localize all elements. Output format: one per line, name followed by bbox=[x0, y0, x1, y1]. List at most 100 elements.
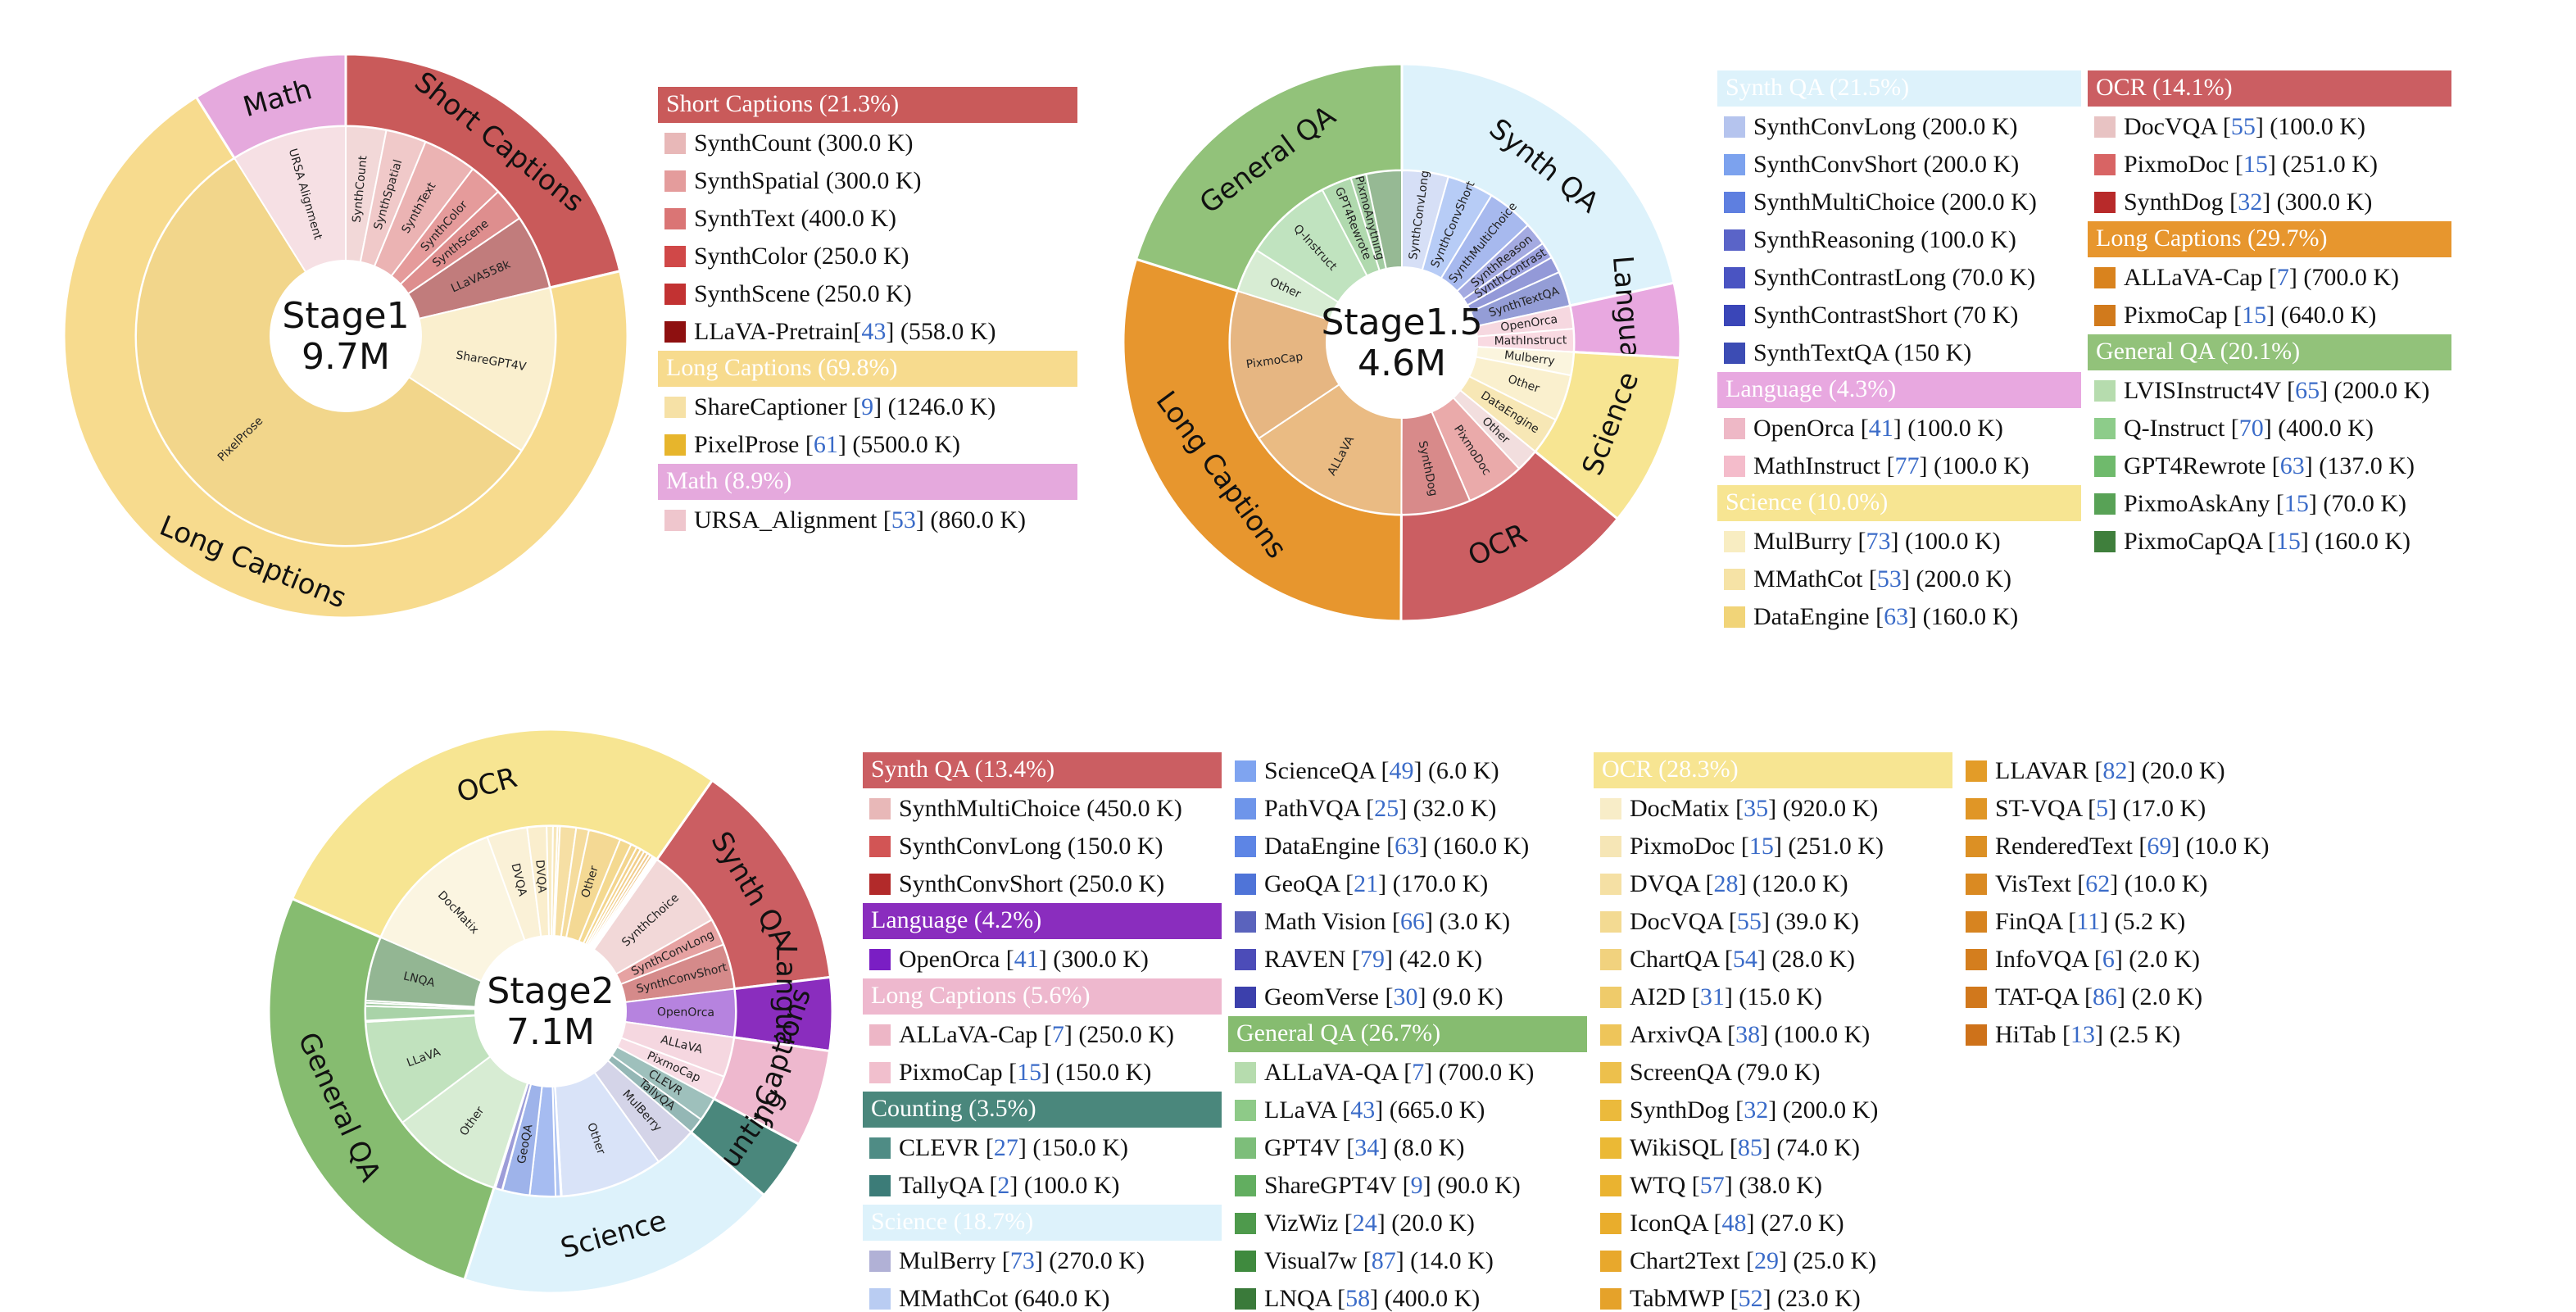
center-hole bbox=[270, 261, 421, 411]
legend-item-docvqa: DocVQA [55] (39.0 K) bbox=[1630, 908, 1859, 935]
legend-swatch-sharegpt4v bbox=[1235, 1175, 1256, 1196]
legend-header-bg-long-captions bbox=[2088, 221, 2451, 257]
legend-item-docmatix: DocMatix [35] (920.0 K) bbox=[1630, 795, 1878, 822]
legend-header-bg-science bbox=[863, 1205, 1222, 1241]
legend-swatch-allava-qa bbox=[1235, 1062, 1256, 1083]
legend-item-synthmultichoice: SynthMultiChoice (450.0 K) bbox=[899, 795, 1182, 822]
legend-item-synthtext: SynthText (400.0 K) bbox=[694, 205, 896, 232]
legend-item-screenqa: ScreenQA (79.0 K) bbox=[1630, 1059, 1820, 1086]
legend-header-math: Math (8.9%) bbox=[666, 467, 791, 494]
legend-header-long-captions: Long Captions (69.8%) bbox=[666, 354, 897, 381]
legend-item-synthtextqa: SynthTextQA (150 K) bbox=[1753, 339, 1971, 366]
legend-swatch-synthcontrastlong bbox=[1724, 267, 1745, 288]
legend-swatch-gpt4rewrote bbox=[2094, 456, 2116, 477]
legend-item-vizwiz: VizWiz [24] (20.0 K) bbox=[1264, 1210, 1475, 1237]
legend-item-st-vqa: ST-VQA [5] (17.0 K) bbox=[1995, 795, 2206, 822]
legend-swatch-wikisql bbox=[1600, 1137, 1621, 1159]
legend-swatch-synthtext bbox=[664, 208, 686, 229]
legend-header-bg-short-captions bbox=[658, 87, 1077, 123]
legend-swatch-dataengine bbox=[1235, 836, 1256, 857]
legend-item-synthmultichoice: SynthMultiChoice (200.0 K) bbox=[1753, 188, 2037, 216]
legend-item-synthcontrastlong: SynthContrastLong (70.0 K) bbox=[1753, 264, 2035, 291]
inner-label-dvqa: DVQA bbox=[533, 860, 548, 894]
legend-item-synthreasoning: SynthReasoning (100.0 K) bbox=[1753, 226, 2016, 253]
legend-item-mmathcot: MMathCot (640.0 K) bbox=[899, 1285, 1110, 1312]
legend-item-pathvqa: PathVQA [25] (32.0 K) bbox=[1264, 795, 1496, 822]
legend-item-synthcolor: SynthColor (250.0 K) bbox=[694, 243, 909, 270]
legend-header-bg-ocr bbox=[2088, 70, 2451, 107]
legend-item-synthcount: SynthCount (300.0 K) bbox=[694, 129, 914, 157]
inner-label-mulburry: Mulberry bbox=[1503, 349, 1555, 369]
legend-swatch-chart2text bbox=[1600, 1251, 1621, 1272]
legend-item-docvqa: DocVQA [55] (100.0 K) bbox=[2124, 113, 2365, 140]
stage1-5-legend: Synth QA (21.5%) SynthConvLong (200.0 K) S… bbox=[1717, 70, 2451, 630]
legend-header-bg-ocr bbox=[1594, 752, 1952, 788]
legend-swatch-mmathcot bbox=[869, 1288, 891, 1310]
legend-swatch-geomverse bbox=[1235, 987, 1256, 1008]
center-value: 4.6M bbox=[1358, 343, 1446, 384]
legend-swatch-synthcontrastshort bbox=[1724, 305, 1745, 326]
legend-header-short-captions: Short Captions (21.3%) bbox=[666, 90, 899, 117]
legend-item-openorca: OpenOrca [41] (300.0 K) bbox=[899, 946, 1149, 973]
legend-swatch-mmathcot bbox=[1724, 569, 1745, 590]
legend-item-renderedtext: RenderedText [69] (10.0 K) bbox=[1995, 833, 2269, 860]
legend-swatch-pathvqa bbox=[1235, 798, 1256, 819]
legend-header-language: Language (4.3%) bbox=[1726, 375, 1896, 402]
legend-item-pixmodoc: PixmoDoc [15] (251.0 K) bbox=[1630, 833, 1884, 860]
center-label: Stage1.5 bbox=[1321, 302, 1482, 343]
legend-item-pixmocap: PixmoCap [15] (150.0 K) bbox=[899, 1059, 1151, 1086]
legend-swatch-mathinstruct bbox=[1724, 456, 1745, 477]
legend-item-finqa: FinQA [11] (5.2 K) bbox=[1995, 908, 2185, 935]
legend-header-language: Language (4.2%) bbox=[871, 906, 1041, 933]
legend-header-synth-qa: Synth QA (21.5%) bbox=[1726, 74, 1909, 101]
legend-header-bg-long-captions bbox=[658, 351, 1077, 387]
legend-swatch-raven bbox=[1235, 949, 1256, 970]
legend-header-long-captions: Long Captions (29.7%) bbox=[2096, 225, 2327, 252]
legend-swatch-synthmultichoice bbox=[1724, 192, 1745, 213]
legend-item-mulberry: MulBerry [73] (270.0 K) bbox=[899, 1247, 1145, 1274]
legend-header-bg-math bbox=[658, 464, 1077, 500]
stage1-legend: Short Captions (21.3%) SynthCount (300.0 … bbox=[658, 87, 1077, 533]
legend-item-dvqa: DVQA [28] (120.0 K) bbox=[1630, 870, 1848, 897]
legend-swatch-dataengine bbox=[1724, 606, 1745, 628]
legend-item-infovqa: InfoVQA [6] (2.0 K) bbox=[1995, 946, 2200, 973]
legend-swatch-vizwiz bbox=[1235, 1213, 1256, 1234]
legend-swatch-pixmocap bbox=[2094, 305, 2116, 326]
legend-swatch-synthtextqa bbox=[1724, 343, 1745, 364]
legend-item-allava-cap: ALLaVA-Cap [7] (700.0 K) bbox=[2124, 264, 2399, 291]
legend-swatch-synthconvshort bbox=[1724, 154, 1745, 175]
legend-swatch-synthscene bbox=[664, 284, 686, 305]
legend-item-sharegpt4v: ShareGPT4V [9] (90.0 K) bbox=[1264, 1172, 1521, 1199]
legend-swatch-docmatix bbox=[1600, 798, 1621, 819]
legend-header-bg-language bbox=[863, 903, 1222, 939]
legend-swatch-synthconvlong bbox=[869, 836, 891, 857]
legend-item-allava-cap: ALLaVA-Cap [7] (250.0 K) bbox=[899, 1021, 1174, 1048]
legend-item-pixmodoc: PixmoDoc [15] (251.0 K) bbox=[2124, 151, 2378, 178]
legend-item-synthconvshort: SynthConvShort (250.0 K) bbox=[899, 870, 1164, 897]
legend-item-mathinstruct: MathInstruct [77] (100.0 K) bbox=[1753, 452, 2030, 479]
legend-item-q-instruct: Q-Instruct [70] (400.0 K) bbox=[2124, 415, 2374, 442]
legend-item-pixmoaskany: PixmoAskAny [15] (70.0 K) bbox=[2124, 490, 2406, 517]
legend-item-synthcontrastshort: SynthContrastShort (70 K) bbox=[1753, 302, 2018, 329]
legend-swatch-allava-cap bbox=[869, 1024, 891, 1046]
legend-item-clevr: CLEVR [27] (150.0 K) bbox=[899, 1134, 1128, 1161]
legend-item-dataengine: DataEngine [63] (160.0 K) bbox=[1753, 603, 2018, 630]
legend-header-ocr: OCR (14.1%) bbox=[2096, 74, 2233, 101]
legend-swatch-math-vision bbox=[1235, 911, 1256, 933]
legend-swatch-wtq bbox=[1600, 1175, 1621, 1196]
legend-item-sharecaptioner: ShareCaptioner [9] (1246.0 K) bbox=[694, 393, 995, 420]
legend-swatch-synthspatial bbox=[664, 170, 686, 192]
legend-item-ai2d: AI2D [31] (15.0 K) bbox=[1630, 983, 1822, 1010]
legend-swatch-tallyqa bbox=[869, 1175, 891, 1196]
legend-swatch-arxivqa bbox=[1600, 1024, 1621, 1046]
legend-header-bg-long-captions bbox=[863, 978, 1222, 1015]
legend-swatch-iconqa bbox=[1600, 1213, 1621, 1234]
legend-item-iconqa: IconQA [48] (27.0 K) bbox=[1630, 1210, 1844, 1237]
legend-swatch-vistext bbox=[1966, 874, 1987, 895]
legend-item-synthscene: SynthScene (250.0 K) bbox=[694, 280, 912, 307]
legend-header-bg-synth-qa bbox=[863, 752, 1222, 788]
legend-item-mulburry: MulBurry [73] (100.0 K) bbox=[1753, 528, 2001, 555]
legend-header-science: Science (18.7%) bbox=[871, 1208, 1033, 1235]
legend-item-llava-pretrain: LLaVA-Pretrain[43] (558.0 K) bbox=[694, 318, 996, 345]
